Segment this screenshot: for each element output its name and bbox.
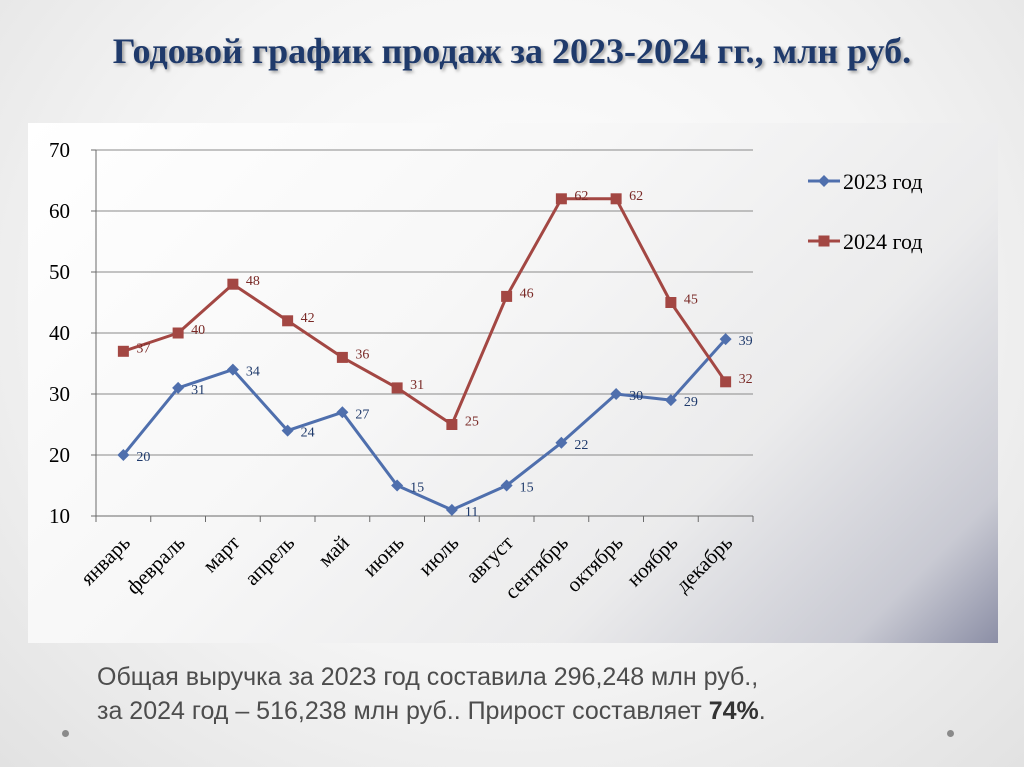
- series-1-point-6: [391, 479, 404, 492]
- data-label: 27: [355, 407, 369, 422]
- series-2-point-5: [336, 351, 348, 363]
- series-line-1: [122, 338, 727, 512]
- slide-decoration-dot-right: [947, 730, 954, 737]
- y-tick-label: 10: [49, 504, 70, 528]
- series-1-point-3: [226, 363, 239, 376]
- series-2-point-1: [117, 345, 129, 357]
- legend-label-1: 2023 год: [843, 169, 923, 194]
- series-line-2: [122, 197, 727, 426]
- series-2-point-4: [282, 315, 294, 327]
- data-label: 37: [136, 341, 150, 356]
- y-tick-label: 50: [49, 260, 70, 284]
- series-1-point-11: [664, 394, 677, 407]
- caption-line-2-end: .: [758, 697, 766, 725]
- data-label: 32: [739, 372, 753, 387]
- legend-marker-1: [818, 175, 830, 187]
- series-2-point-2: [172, 327, 184, 339]
- series-1-point-7: [445, 503, 458, 516]
- x-tick-label-2: февраль: [121, 531, 190, 600]
- data-label: 22: [574, 438, 588, 453]
- series-1-point-8: [500, 479, 513, 492]
- x-tick-label-12: декабрь: [671, 531, 737, 597]
- data-label: 11: [465, 505, 478, 520]
- data-label: 24: [301, 426, 315, 441]
- x-tick-label-5: май: [313, 531, 354, 572]
- caption-line-2: за 2024 год – 516,238 млн руб.. Прирост …: [97, 694, 977, 728]
- legend-label-2: 2024 год: [843, 229, 923, 254]
- x-tick-label-6: июнь: [358, 531, 409, 582]
- data-label: 36: [355, 347, 369, 362]
- data-label: 62: [574, 189, 588, 204]
- caption-line-1: Общая выручка за 2023 год составила 296,…: [97, 663, 759, 691]
- data-label: 31: [191, 383, 205, 398]
- y-tick-label: 60: [49, 199, 70, 223]
- data-label: 45: [684, 293, 698, 308]
- slide-decoration-dot-left: [62, 730, 69, 737]
- data-label: 46: [520, 286, 534, 301]
- series-2-point-9: [555, 193, 567, 205]
- data-label: 20: [136, 450, 150, 465]
- series-2-point-8: [501, 290, 513, 302]
- series-1-point-12: [719, 333, 732, 346]
- data-label: 34: [246, 365, 260, 380]
- data-label: 42: [301, 311, 315, 326]
- summary-caption: Общая выручка за 2023 год составила 296,…: [97, 660, 977, 728]
- y-tick-label: 70: [49, 138, 70, 162]
- series-2-point-7: [446, 419, 458, 430]
- chart-panel: 10 20 30 40 50 60 70 январь февраль март апрель май…: [28, 123, 998, 643]
- data-label: 15: [410, 481, 424, 496]
- data-label: 48: [246, 274, 260, 289]
- series-2-point-12: [720, 376, 732, 388]
- data-label: 25: [465, 415, 479, 430]
- y-tick-label: 20: [49, 443, 70, 467]
- x-tick-label-10: октябрь: [561, 531, 627, 597]
- data-label: 31: [410, 378, 424, 393]
- series-2-point-6: [391, 382, 403, 394]
- data-label: 29: [684, 395, 698, 410]
- y-tick-label: 30: [49, 382, 70, 406]
- series-1-point-1: [117, 449, 130, 461]
- series-1-point-10: [610, 388, 623, 400]
- series-2-point-3: [227, 278, 239, 290]
- x-tick-label-7: июль: [414, 531, 464, 581]
- data-label: 39: [739, 334, 753, 349]
- series-1-point-4: [281, 424, 294, 437]
- series-2-point-11: [665, 297, 677, 308]
- data-label: 15: [520, 481, 534, 496]
- series-1-point-2: [172, 381, 185, 394]
- legend-marker-2: [818, 235, 830, 247]
- series-1-point-9: [555, 436, 568, 449]
- caption-line-2-text: за 2024 год – 516,238 млн руб.. Прирост …: [97, 697, 709, 725]
- data-label: 62: [629, 189, 643, 204]
- data-label: 30: [629, 389, 643, 404]
- growth-percent: 74%: [708, 697, 759, 725]
- series-2-point-10: [610, 193, 622, 205]
- series-1-point-5: [336, 406, 349, 419]
- x-tick-label-3: март: [198, 531, 245, 578]
- slide-title: Годовой график продаж за 2023-2024 гг., …: [112, 31, 912, 71]
- data-label: 40: [191, 323, 205, 338]
- x-tick-label-4: апрель: [240, 531, 300, 591]
- y-tick-label: 40: [49, 321, 70, 345]
